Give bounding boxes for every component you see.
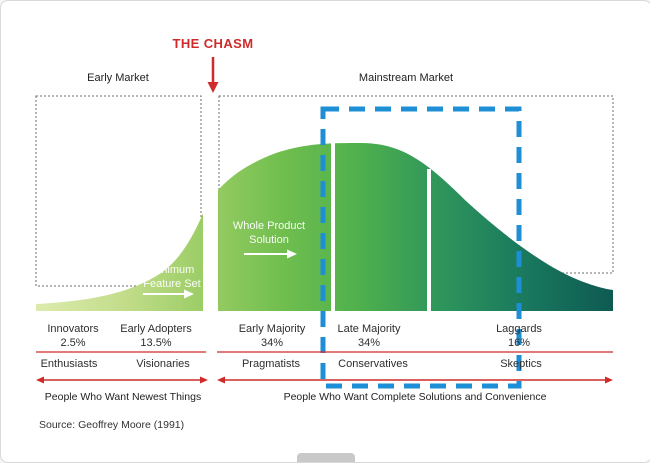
early-span-arrow-left-head <box>36 376 44 384</box>
bottom-handle <box>297 453 355 462</box>
divider-early-late-majority <box>331 137 335 311</box>
persona-conservatives: Conservatives <box>338 358 408 370</box>
early-audience-label: People Who Want Newest Things <box>44 391 202 403</box>
persona-visionaries: Visionaries <box>136 358 190 370</box>
mainstream-market-label: Mainstream Market <box>358 72 454 84</box>
mainstream-span-arrow-right-head <box>605 376 613 384</box>
segment-pct: 16% <box>507 337 531 349</box>
early-span-arrow-right-head <box>200 376 208 384</box>
late-majority-highlight-box <box>320 106 522 389</box>
segment-early-majority: Early Majority 34% <box>239 322 306 350</box>
whole-product-solution-label: Whole Product Solution <box>232 220 306 246</box>
mainstream-span-arrow-left-head <box>217 376 225 384</box>
early-market-dotted-box <box>35 95 202 287</box>
whole-product-arrow-head <box>287 249 297 259</box>
source-citation: Source: Geoffrey Moore (1991) <box>39 419 185 431</box>
segment-name: Early Adopters <box>120 323 192 335</box>
minimum-feature-arrow-head <box>184 289 194 299</box>
segment-pct: 34% <box>357 337 381 349</box>
segment-early-adopters: Early Adopters 13.5% <box>120 322 192 350</box>
segment-name: Laggards <box>496 323 542 335</box>
persona-pragmatists: Pragmatists <box>241 358 301 370</box>
mainstream-audience-label: People Who Want Complete Solutions and C… <box>283 391 547 403</box>
divider-late-majority-laggards <box>427 169 431 311</box>
persona-enthusiasts: Enthusiasts <box>40 358 98 370</box>
segment-name: Late Majority <box>337 323 401 335</box>
chasm-arrow-head <box>207 82 219 93</box>
minimum-feature-set-label: Minimum Feature Set <box>143 264 201 290</box>
segment-name: Innovators <box>47 323 99 335</box>
segment-innovators: Innovators 2.5% <box>47 322 98 350</box>
segment-name: Early Majority <box>238 323 306 335</box>
segment-pct: 34% <box>260 337 284 349</box>
segment-late-majority: Late Majority 34% <box>338 322 401 350</box>
segment-pct: 13.5% <box>140 337 172 349</box>
adoption-curve <box>36 143 613 311</box>
early-market-label: Early Market <box>87 72 149 84</box>
persona-skeptics: Skeptics <box>500 358 542 370</box>
chasm-gap <box>203 179 218 311</box>
chasm-title: THE CHASM <box>172 36 254 51</box>
segment-pct: 2.5% <box>60 337 86 349</box>
segment-laggards: Laggards 16% <box>496 322 542 350</box>
